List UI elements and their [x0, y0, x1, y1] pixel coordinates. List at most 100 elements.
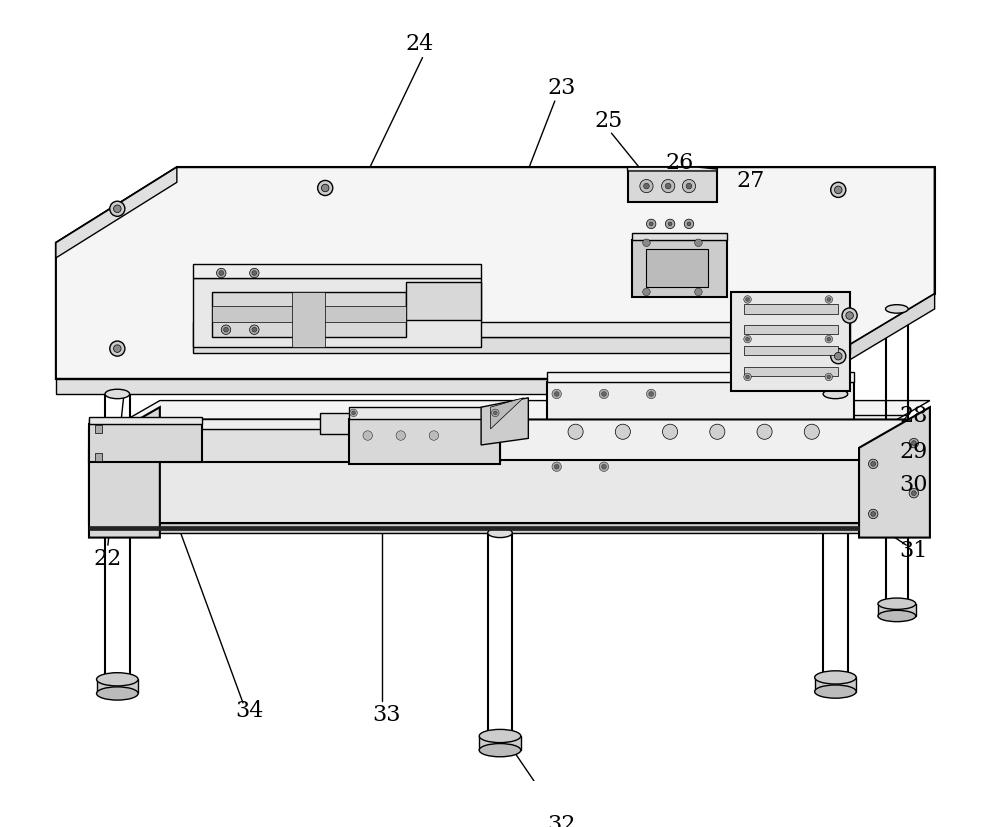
- Circle shape: [602, 465, 606, 470]
- Circle shape: [321, 185, 329, 193]
- Polygon shape: [744, 347, 838, 356]
- Polygon shape: [628, 168, 717, 172]
- Circle shape: [909, 439, 919, 448]
- Circle shape: [827, 338, 831, 342]
- Polygon shape: [547, 373, 854, 382]
- Circle shape: [825, 374, 833, 381]
- Circle shape: [363, 432, 372, 441]
- Ellipse shape: [815, 671, 856, 684]
- Circle shape: [640, 180, 653, 194]
- Circle shape: [644, 184, 649, 189]
- Text: 27: 27: [736, 170, 765, 192]
- Circle shape: [744, 296, 751, 304]
- Ellipse shape: [479, 729, 521, 743]
- Polygon shape: [193, 323, 850, 338]
- Circle shape: [744, 336, 751, 343]
- Polygon shape: [349, 420, 500, 464]
- Polygon shape: [212, 293, 406, 338]
- Circle shape: [599, 462, 609, 472]
- Circle shape: [224, 328, 228, 332]
- Circle shape: [871, 512, 876, 517]
- Polygon shape: [89, 523, 859, 533]
- Circle shape: [746, 375, 749, 380]
- Circle shape: [804, 425, 819, 440]
- Circle shape: [846, 313, 853, 320]
- Circle shape: [871, 462, 876, 466]
- Circle shape: [663, 425, 678, 440]
- Circle shape: [668, 222, 672, 227]
- Circle shape: [834, 353, 842, 361]
- Circle shape: [554, 465, 559, 470]
- Polygon shape: [56, 168, 935, 380]
- Circle shape: [352, 412, 355, 415]
- Circle shape: [827, 299, 831, 302]
- Circle shape: [615, 425, 630, 440]
- Circle shape: [695, 289, 702, 296]
- Circle shape: [250, 326, 259, 335]
- Polygon shape: [56, 168, 177, 259]
- Polygon shape: [628, 170, 717, 203]
- Circle shape: [686, 184, 692, 189]
- Polygon shape: [89, 420, 930, 461]
- Ellipse shape: [886, 305, 908, 313]
- Ellipse shape: [878, 610, 916, 622]
- Circle shape: [250, 269, 259, 279]
- Polygon shape: [802, 481, 854, 523]
- Circle shape: [682, 180, 696, 194]
- Text: 29: 29: [900, 440, 928, 462]
- Polygon shape: [406, 283, 481, 321]
- Polygon shape: [212, 307, 406, 323]
- Circle shape: [568, 425, 583, 440]
- Polygon shape: [491, 399, 524, 429]
- Polygon shape: [859, 408, 930, 538]
- Circle shape: [684, 220, 694, 229]
- Polygon shape: [744, 367, 838, 376]
- Polygon shape: [632, 234, 727, 241]
- Circle shape: [825, 336, 833, 343]
- Circle shape: [110, 342, 125, 356]
- Polygon shape: [193, 279, 481, 347]
- Polygon shape: [56, 380, 793, 394]
- Circle shape: [219, 271, 224, 276]
- Circle shape: [252, 271, 257, 276]
- Polygon shape: [89, 461, 859, 523]
- Circle shape: [221, 326, 231, 335]
- Circle shape: [110, 202, 125, 217]
- Polygon shape: [89, 417, 202, 425]
- Text: 32: 32: [547, 813, 576, 827]
- Circle shape: [217, 269, 226, 279]
- Polygon shape: [89, 408, 160, 538]
- Text: 28: 28: [900, 404, 928, 426]
- Circle shape: [665, 184, 671, 189]
- Text: 31: 31: [900, 539, 928, 562]
- Circle shape: [831, 349, 846, 364]
- Circle shape: [827, 375, 831, 380]
- Circle shape: [114, 346, 121, 353]
- Circle shape: [842, 308, 857, 323]
- Circle shape: [491, 409, 499, 417]
- Polygon shape: [193, 265, 481, 279]
- Polygon shape: [89, 425, 202, 462]
- Circle shape: [825, 296, 833, 304]
- Polygon shape: [481, 399, 528, 446]
- Circle shape: [429, 432, 439, 441]
- Polygon shape: [89, 429, 500, 462]
- Circle shape: [868, 460, 878, 469]
- Polygon shape: [349, 408, 500, 420]
- Text: 30: 30: [900, 473, 928, 495]
- Ellipse shape: [97, 673, 138, 686]
- Polygon shape: [97, 680, 138, 694]
- Ellipse shape: [488, 528, 512, 538]
- Circle shape: [868, 509, 878, 519]
- Circle shape: [396, 432, 406, 441]
- Polygon shape: [731, 293, 850, 392]
- Circle shape: [599, 390, 609, 399]
- Circle shape: [643, 240, 650, 247]
- Circle shape: [757, 425, 772, 440]
- Circle shape: [687, 222, 691, 227]
- Text: 26: 26: [665, 151, 694, 174]
- Polygon shape: [89, 401, 930, 442]
- Polygon shape: [292, 293, 325, 347]
- Polygon shape: [547, 382, 854, 481]
- Text: 33: 33: [372, 704, 401, 725]
